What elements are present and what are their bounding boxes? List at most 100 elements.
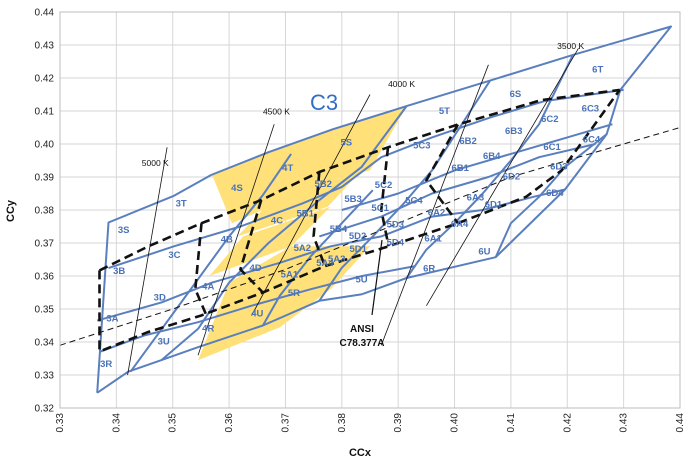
bin-label: 6B2	[459, 136, 476, 147]
annotation-ansi-line1: ANSI	[350, 324, 374, 335]
bin-label: 3C	[168, 250, 180, 261]
bin-label: 5B4	[330, 224, 348, 235]
ansi-boundary	[194, 223, 208, 317]
x-tick-label: 0.33	[55, 413, 66, 433]
x-tick-label: 0.44	[675, 413, 686, 433]
y-tick-label: 0.33	[35, 371, 55, 382]
bin-label: 3U	[158, 337, 170, 348]
y-tick-label: 0.40	[35, 140, 55, 151]
cct-label: 4500 K	[263, 107, 290, 117]
bin-label: 6D3	[550, 162, 567, 173]
bin-boundary	[129, 153, 292, 373]
y-axis-title: CCy	[5, 199, 17, 222]
bin-label: 6A4	[451, 219, 469, 230]
ansi-boundary	[425, 123, 460, 224]
axis-layer: 0.33 0.34 0.35 0.36 0.37 0.38 0.39 0.40 0.41 0.42…	[35, 8, 686, 433]
c3-label: C3	[310, 90, 338, 115]
bin-label: 3R	[100, 359, 112, 370]
bin-label: 4R	[202, 323, 214, 334]
y-tick-label: 0.41	[35, 107, 55, 118]
bin-label: 5D3	[387, 219, 404, 230]
x-tick-label: 0.35	[168, 413, 179, 433]
bin-label: 6A3	[467, 192, 484, 203]
bin-label: 5D1	[349, 244, 367, 255]
bin-label: 5B3	[344, 194, 361, 205]
cct-isotherm	[426, 48, 579, 306]
bin-label: 6C3	[582, 104, 599, 115]
bin-label: 4B	[221, 235, 233, 246]
bin-label: 5A2	[294, 243, 311, 254]
bin-label: 6A2	[428, 207, 445, 218]
highlight-region	[198, 246, 292, 361]
y-tick-label: 0.35	[35, 305, 55, 316]
bin-label: 6R	[423, 263, 435, 274]
bin-label: 5A1	[281, 269, 299, 280]
bin-boundary	[341, 123, 613, 211]
bin-label: 4D	[250, 263, 262, 274]
bin-label: 6B3	[505, 126, 522, 137]
bin-label: 4A	[202, 282, 214, 293]
plot-frame	[59, 11, 681, 409]
annotation-ansi-line2: C78.377A	[339, 338, 384, 349]
y-tick-label: 0.32	[35, 404, 55, 415]
bin-label: 6B4	[483, 151, 501, 162]
cct-isotherm	[127, 147, 168, 376]
bin-label: 3B	[113, 266, 125, 277]
y-tick-label: 0.39	[35, 173, 55, 184]
x-tick-label: 0.42	[562, 413, 573, 433]
y-tick-label: 0.36	[35, 272, 55, 283]
bin-label: 5D2	[349, 231, 366, 242]
ansi-boundary	[379, 147, 390, 247]
x-tick-label: 0.37	[280, 413, 291, 433]
bin-label: 6D2	[503, 172, 520, 183]
bin-label: 3T	[176, 199, 187, 210]
x-axis-title: CCx	[349, 447, 372, 459]
bin-label: 6C4	[583, 135, 601, 146]
bin-label: 6C2	[541, 114, 558, 125]
bin-label: 3S	[118, 225, 130, 236]
bin-label: 6C1	[543, 142, 561, 153]
bin-label: 6B1	[451, 163, 469, 174]
bin-outline-layer	[96, 25, 672, 394]
bin-label: 5C3	[413, 141, 430, 152]
bin-label: 5C4	[405, 195, 423, 206]
highlight-region	[212, 152, 286, 224]
y-tick-label: 0.34	[35, 338, 55, 349]
bin-label: 6D1	[485, 200, 503, 211]
cct-isotherm	[251, 94, 371, 316]
y-tick-label: 0.44	[35, 8, 55, 19]
bin-label: 4T	[282, 163, 293, 174]
bin-boundary	[494, 133, 608, 258]
bin-label: 5R	[288, 288, 300, 299]
cct-isotherm	[197, 124, 275, 356]
bin-boundary	[96, 188, 566, 322]
ansi-boundary	[239, 199, 264, 294]
bin-label: 5C2	[375, 180, 392, 191]
cct-label: 4000 K	[388, 79, 415, 89]
bin-label: 6T	[592, 64, 603, 75]
bin-label: 5A3	[328, 254, 345, 265]
bin-label: 6A1	[424, 234, 442, 245]
cct-label: 5000 K	[142, 158, 169, 168]
annotation-arrow	[371, 239, 383, 316]
bin-label: 4S	[231, 183, 243, 194]
grid-layer	[59, 11, 681, 409]
x-tick-label: 0.34	[111, 413, 122, 433]
bin-label: 5U	[355, 274, 367, 285]
bin-label: 5D4	[387, 237, 405, 248]
bin-label: 3D	[154, 292, 166, 303]
bin-label: 5S	[341, 138, 353, 149]
cct-line-layer	[59, 48, 681, 376]
highlight-region	[237, 170, 362, 237]
bin-label: 5A4	[316, 258, 334, 269]
ansi-boundary	[102, 89, 621, 352]
bin-label-layer: 5000 K 4500 K 4000 K 3500 K 3S 3T 3C 3B 3D 3A 3U 3R…	[100, 41, 603, 370]
x-tick-label: 0.41	[506, 413, 517, 433]
x-tick-label: 0.38	[337, 413, 348, 433]
bin-boundary	[160, 105, 408, 361]
cct-label: 3500 K	[557, 41, 584, 51]
bin-boundary	[262, 189, 374, 326]
bin-label: 3A	[106, 314, 118, 325]
